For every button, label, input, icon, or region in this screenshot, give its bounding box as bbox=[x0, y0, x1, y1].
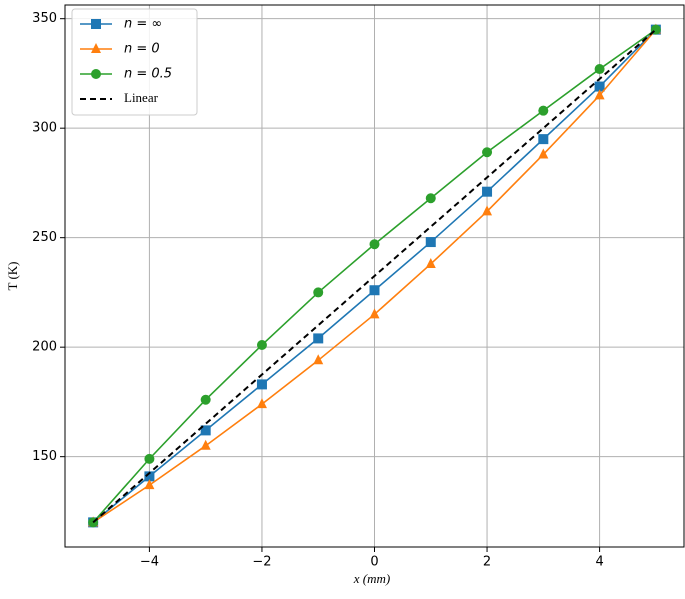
legend-label: n = 0.5 bbox=[124, 67, 172, 82]
marker bbox=[594, 89, 605, 100]
marker bbox=[425, 193, 436, 204]
marker bbox=[91, 43, 101, 53]
marker bbox=[144, 453, 155, 464]
x-tick-label: 2 bbox=[483, 555, 491, 570]
x-axis-label: x (mm) bbox=[353, 571, 390, 586]
marker bbox=[200, 425, 211, 436]
marker bbox=[256, 398, 267, 409]
marker bbox=[594, 64, 605, 75]
y-tick-label: 300 bbox=[32, 121, 57, 136]
marker bbox=[200, 394, 211, 405]
y-tick-label: 200 bbox=[32, 340, 57, 355]
y-tick-label: 150 bbox=[32, 449, 57, 464]
marker bbox=[425, 257, 436, 268]
legend-label: n = 0 bbox=[124, 42, 160, 57]
x-tick-label: 4 bbox=[595, 555, 603, 570]
x-tick-label: −2 bbox=[252, 555, 271, 570]
y-axis-label: T (K) bbox=[5, 261, 20, 290]
legend: n = ∞ n = 0 n = 0.5 Linear bbox=[71, 8, 198, 116]
marker bbox=[369, 239, 380, 250]
marker bbox=[538, 134, 549, 145]
x-tick-label: −4 bbox=[140, 555, 159, 570]
plot-frame bbox=[64, 4, 685, 548]
marker bbox=[256, 339, 267, 350]
marker bbox=[256, 379, 267, 390]
marker bbox=[369, 285, 380, 296]
marker bbox=[369, 308, 380, 319]
marker bbox=[91, 19, 101, 29]
marker bbox=[144, 471, 155, 482]
marker bbox=[313, 287, 324, 298]
marker bbox=[482, 147, 493, 158]
series-line bbox=[92, 28, 657, 524]
marker bbox=[538, 105, 549, 116]
marker bbox=[200, 439, 211, 450]
legend-label: Linear bbox=[124, 90, 159, 105]
marker bbox=[482, 205, 493, 216]
y-tick-label: 350 bbox=[32, 11, 57, 26]
marker bbox=[144, 479, 155, 490]
marker bbox=[538, 148, 549, 159]
legend-box bbox=[71, 8, 198, 116]
marker bbox=[482, 186, 493, 197]
marker bbox=[425, 237, 436, 248]
marker bbox=[594, 81, 605, 92]
marker bbox=[91, 69, 101, 79]
x-tick-label: 0 bbox=[370, 555, 378, 570]
marker bbox=[313, 354, 324, 365]
legend-label: n = ∞ bbox=[124, 17, 162, 32]
marker bbox=[313, 333, 324, 344]
y-tick-label: 250 bbox=[32, 230, 57, 245]
